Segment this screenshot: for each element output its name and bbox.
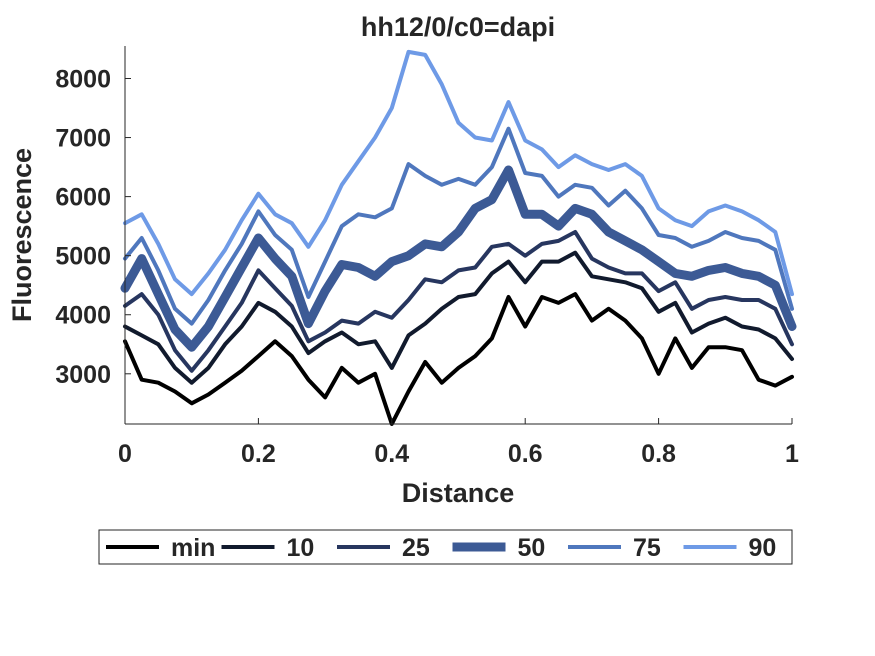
x-tick-label: 0.2: [241, 440, 276, 468]
x-tick-label: 1: [785, 440, 799, 468]
x-tick-label: 0: [118, 440, 132, 468]
series-line-10: [123, 250, 794, 385]
axes-group: 0 0.2 0.4 0.6 0.8 1 3000 4000 5000 6000 7000 8000: [55, 46, 799, 468]
legend: min 10 25 50 75 90: [98, 529, 793, 565]
y-axis-label: Fluorescence: [7, 148, 37, 322]
y-tick-label: 4000: [55, 302, 111, 330]
legend-label-50: 50: [518, 534, 546, 562]
series-line-90: [123, 49, 794, 297]
series-line-25: [123, 230, 794, 373]
x-axis-label: Distance: [402, 478, 515, 508]
legend-label-10: 10: [287, 534, 315, 562]
x-tick-label: 0.6: [508, 440, 543, 468]
legend-label-25: 25: [402, 534, 430, 562]
series-line-50: [120, 165, 797, 352]
y-tick-label: 6000: [55, 184, 111, 212]
series-line-75: [123, 126, 794, 326]
series-line-min: [123, 292, 794, 426]
y-tick-label: 8000: [55, 65, 111, 93]
y-tick-label: 5000: [55, 243, 111, 271]
legend-label-90: 90: [749, 534, 777, 562]
x-tick-label: 0.4: [374, 440, 409, 468]
legend-box: [98, 529, 793, 565]
legend-label-min: min: [171, 534, 215, 562]
x-tick-label: 0.8: [641, 440, 676, 468]
y-tick-label: 3000: [55, 361, 111, 389]
legend-label-75: 75: [633, 534, 661, 562]
chart-title: hh12/0/c0=dapi: [361, 12, 555, 42]
series-group: [120, 49, 797, 426]
y-tick-label: 7000: [55, 125, 111, 153]
